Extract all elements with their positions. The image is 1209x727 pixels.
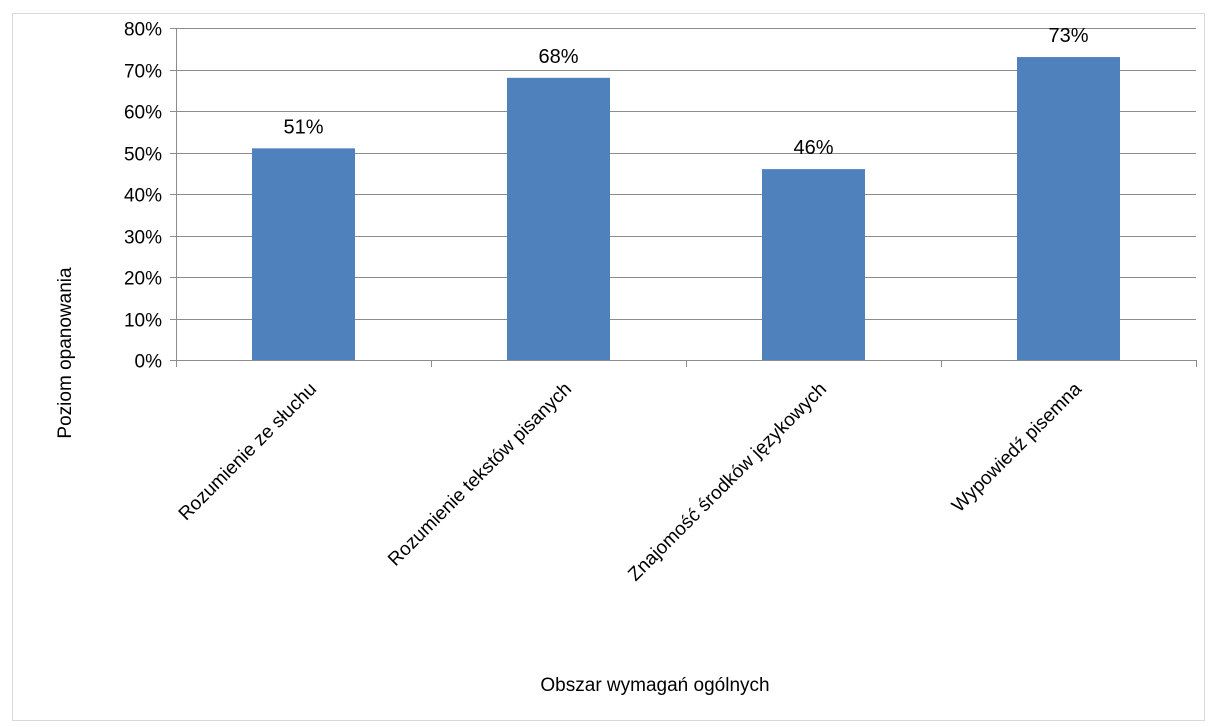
x-axis-title: Obszar wymagań ogólnych [540, 675, 769, 696]
bar [1017, 57, 1120, 361]
x-tick-label: Wypowiedź pisemna [948, 378, 1086, 516]
y-tick-label: 80% [124, 20, 162, 41]
bar [252, 148, 355, 360]
y-tick-label: 40% [124, 186, 162, 207]
y-axis-title: Poziom opanowania [55, 267, 76, 439]
data-label: 51% [283, 116, 323, 138]
y-tick-label: 30% [124, 228, 162, 249]
data-label: 73% [1048, 25, 1088, 47]
y-tick-label: 10% [124, 311, 162, 332]
axes [170, 28, 1197, 367]
data-label: 68% [538, 46, 578, 68]
x-tick-label: Znajomość środków językowych [624, 379, 831, 586]
y-tick-label: 70% [124, 62, 162, 83]
y-tick-label: 60% [124, 103, 162, 124]
x-tick-label: Rozumienie tekstów pisanych [384, 379, 576, 571]
y-tick-label: 20% [124, 269, 162, 290]
y-tick-label: 50% [124, 145, 162, 166]
bar [507, 77, 610, 361]
data-label: 46% [793, 137, 833, 159]
x-tick-label: Rozumienie ze słuchu [175, 379, 321, 525]
y-tick-label: 0% [135, 352, 163, 373]
bar [762, 169, 865, 360]
bars [252, 57, 1120, 361]
